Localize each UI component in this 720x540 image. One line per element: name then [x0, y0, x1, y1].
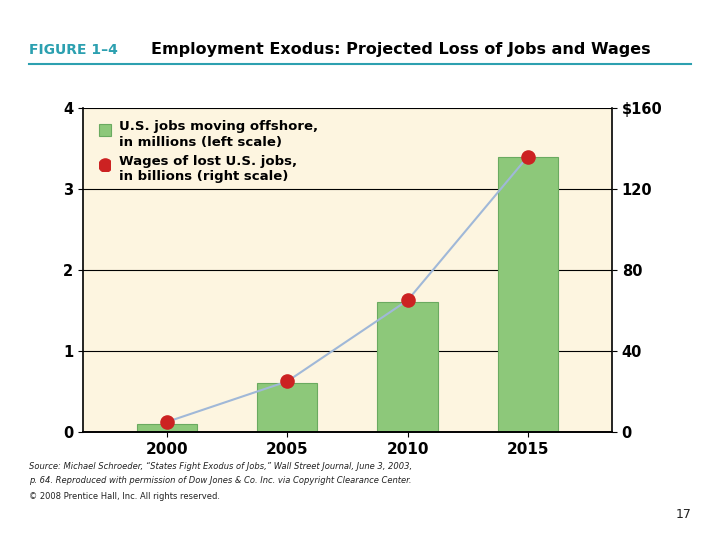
Bar	[377, 302, 438, 432]
Text: in billions (right scale): in billions (right scale)	[120, 170, 289, 183]
Bar	[137, 424, 197, 432]
Point	[161, 417, 173, 426]
Point	[282, 377, 293, 386]
Bar	[257, 383, 318, 432]
Text: FIGURE 1–4: FIGURE 1–4	[29, 43, 117, 57]
Text: © 2008 Prentice Hall, Inc. All rights reserved.: © 2008 Prentice Hall, Inc. All rights re…	[29, 492, 220, 502]
Point	[522, 152, 534, 161]
Text: p. 64. Reproduced with permission of Dow Jones & Co. Inc. via Copyright Clearanc: p. 64. Reproduced with permission of Dow…	[29, 476, 411, 485]
Text: Wages of lost U.S. jobs,: Wages of lost U.S. jobs,	[120, 156, 297, 168]
Text: 17: 17	[675, 508, 691, 521]
Text: Source: Michael Schroeder, “States Fight Exodus of Jobs,” Wall Street Journal, J: Source: Michael Schroeder, “States Fight…	[29, 462, 412, 471]
Bar	[498, 157, 558, 432]
Point	[151, 102, 163, 110]
Text: U.S. jobs moving offshore,: U.S. jobs moving offshore,	[120, 120, 318, 133]
Text: Employment Exodus: Projected Loss of Jobs and Wages: Employment Exodus: Projected Loss of Job…	[151, 42, 651, 57]
Point	[402, 296, 413, 305]
Text: in millions (left scale): in millions (left scale)	[120, 136, 282, 148]
